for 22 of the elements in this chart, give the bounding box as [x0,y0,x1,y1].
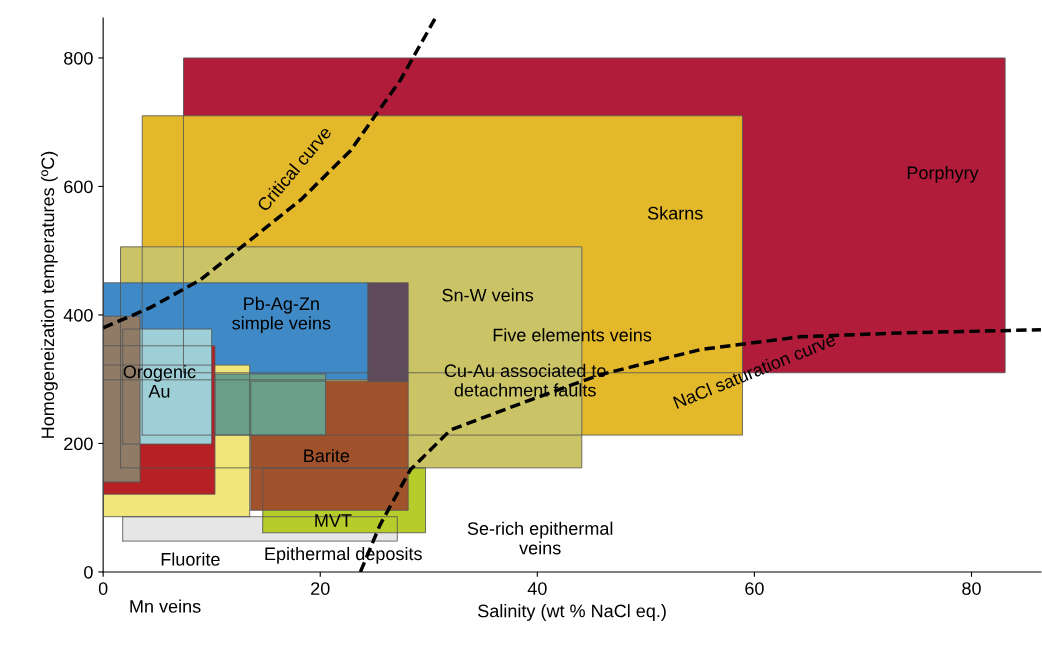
annotation: Pb-Ag-Zn simple veins [232,296,331,334]
y-tick-label: 400 [63,308,93,322]
x-tick-label: 20 [311,582,330,595]
annotation: Se-rich epithermal veins [467,521,613,555]
y-tick-label: 0 [84,565,93,579]
annotation: Skarns [647,206,703,220]
y-axis-title: Homogeneization temperatures (ºC) [40,151,58,438]
y-tick-label: 600 [64,180,93,194]
x-tick-label: 80 [962,582,981,595]
y-tick-label: 800 [64,51,93,65]
x-tick-label: 40 [527,582,547,595]
x-axis-title: Salinity (wt % NaCl eq.) [478,604,666,621]
y-tick-label: 200 [64,437,93,451]
annotation: Barite [304,448,350,463]
x-tick-label: 0 [98,582,108,595]
annotation: Fluorite [161,552,220,566]
annotation: Sn-W veins [442,288,534,302]
annotation: Porphyry [907,165,979,183]
text: Mn veins [130,599,201,613]
annotation: MVT [315,514,352,527]
annotation: Five elements veins [493,328,652,342]
x-tick-label: 60 [745,582,764,595]
